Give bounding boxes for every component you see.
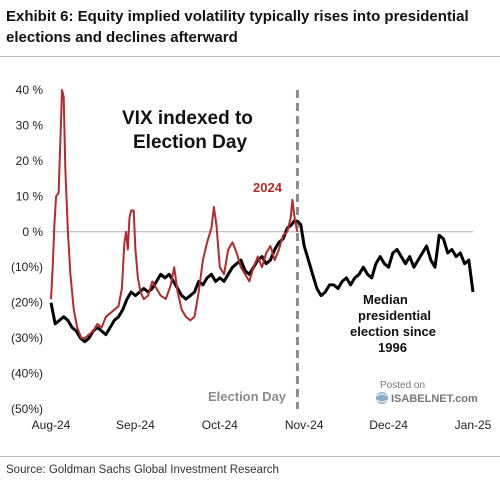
source-divider xyxy=(0,456,500,457)
y-axis: 40 % 30 % 20 % 10 % 0 % (10%) (20%) (30%) (40%) (… xyxy=(11,83,43,416)
annotation-median-line2: presidential xyxy=(358,308,431,323)
y-tick-label: (40%) xyxy=(11,367,43,381)
globe-icon xyxy=(376,392,388,404)
x-tick-label: Nov-24 xyxy=(285,418,324,432)
annotation-median-line1: Median xyxy=(363,292,408,307)
x-axis: Aug-24 Sep-24 Oct-24 Nov-24 Dec-24 Jan-25 xyxy=(32,418,492,432)
annotation-2024: 2024 xyxy=(253,180,283,195)
x-tick-label: Dec-24 xyxy=(369,418,408,432)
y-tick-label: 20 % xyxy=(16,154,44,168)
annotation-median-line4: 1996 xyxy=(378,340,407,355)
x-tick-label: Sep-24 xyxy=(116,418,155,432)
chart-title: Exhibit 6: Equity implied volatility typ… xyxy=(6,8,469,46)
source-note: Source: Goldman Sachs Global Investment … xyxy=(6,464,279,476)
y-tick-label: (20%) xyxy=(11,296,43,310)
chart: 40 % 30 % 20 % 10 % 0 % (10%) (20%) (30%) (40%) (… xyxy=(11,83,492,432)
y-tick-label: 30 % xyxy=(16,118,44,132)
y-tick-label: (10%) xyxy=(11,260,43,274)
watermark: Posted on ISABELNET.com xyxy=(376,380,478,405)
x-tick-label: Aug-24 xyxy=(32,418,71,432)
y-tick-label: (50%) xyxy=(11,402,43,416)
annotation-vix-line2: Election Day xyxy=(133,132,247,153)
y-tick-label: 40 % xyxy=(16,83,44,97)
annotation-median-line3: election since xyxy=(350,324,436,339)
y-tick-label: 0 % xyxy=(22,225,43,239)
annotation-election-day: Election Day xyxy=(208,389,287,404)
title-divider xyxy=(0,56,500,57)
annotation-vix-line1: VIX indexed to xyxy=(122,108,253,129)
watermark-line2: ISABELNET.com xyxy=(391,393,478,405)
y-tick-label: 10 % xyxy=(16,189,44,203)
watermark-line1: Posted on xyxy=(380,380,425,391)
series-2024-line xyxy=(50,89,299,340)
x-tick-label: Jan-25 xyxy=(455,418,492,432)
y-tick-label: (30%) xyxy=(11,331,43,345)
x-tick-label: Oct-24 xyxy=(202,418,238,432)
